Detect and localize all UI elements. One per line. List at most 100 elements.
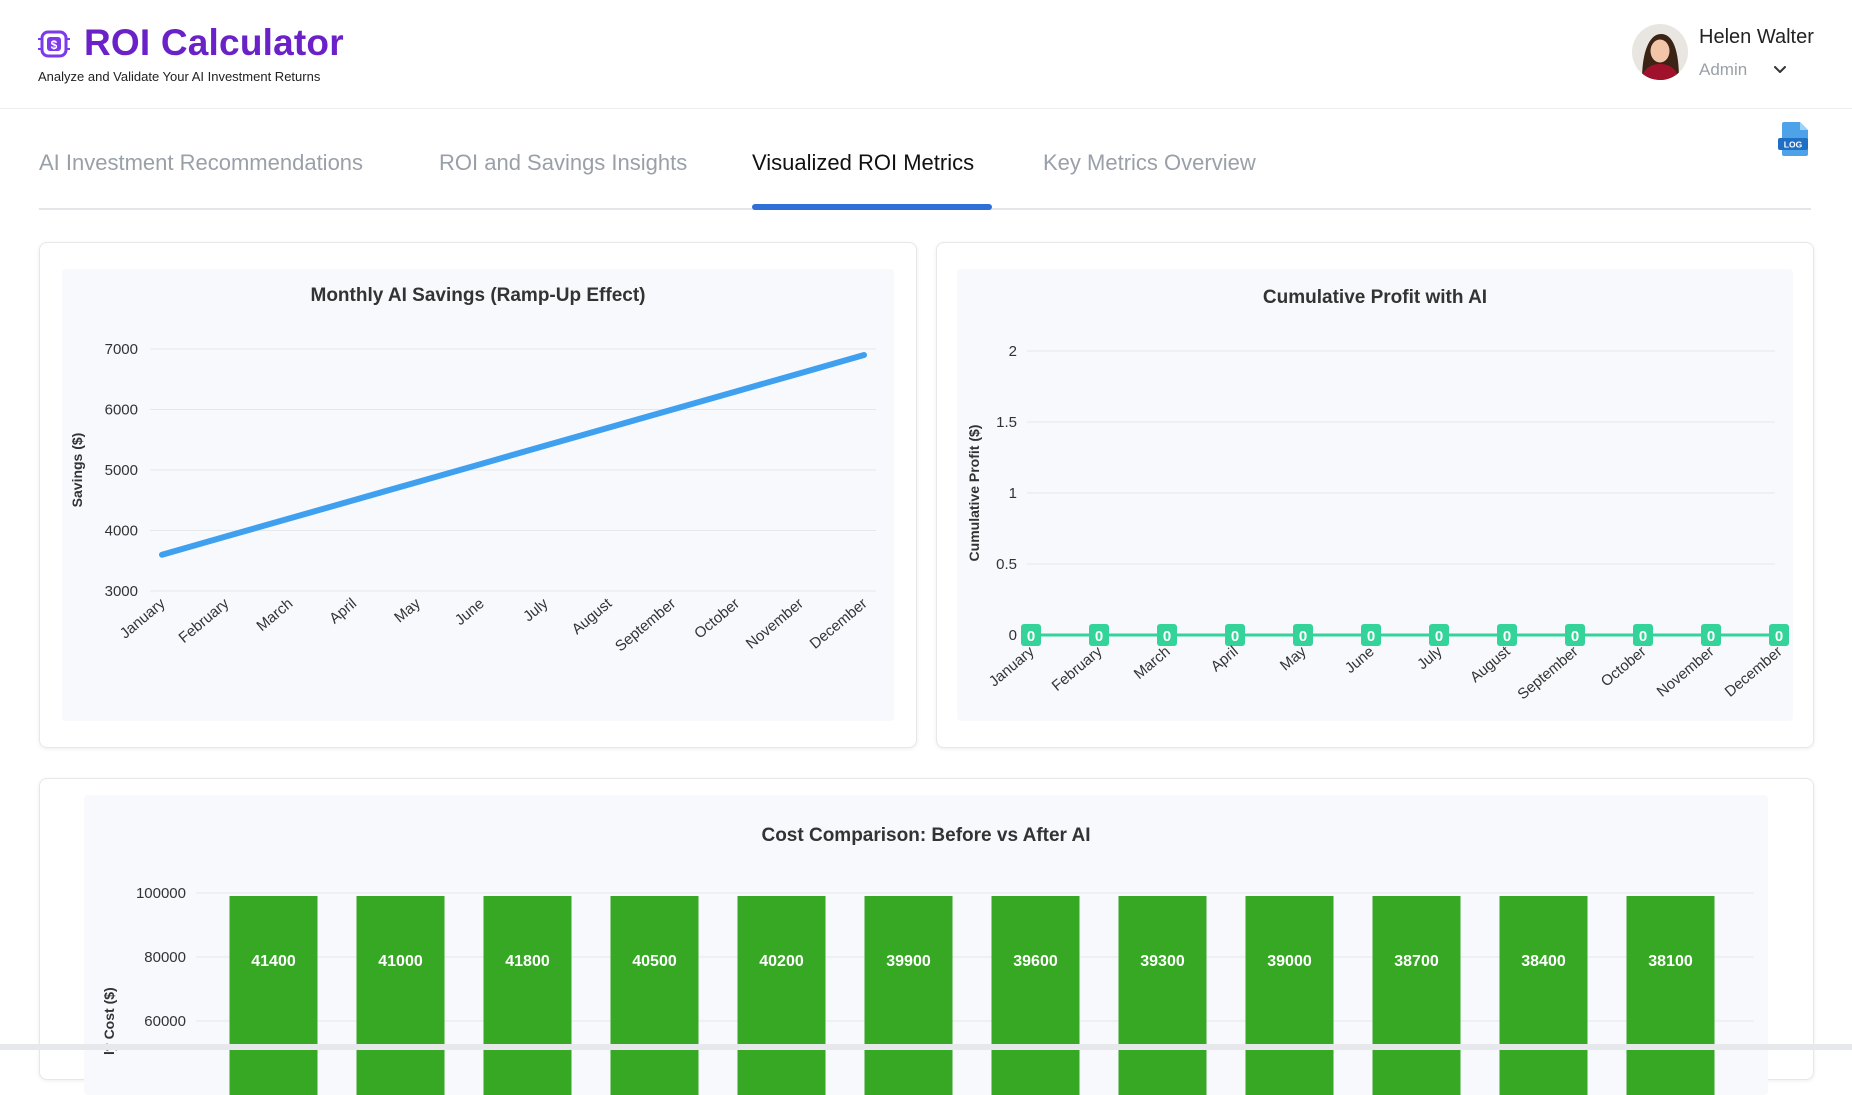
data-point	[733, 388, 739, 394]
cost-bar	[483, 896, 572, 1095]
bar-value-label: 38700	[1394, 953, 1439, 970]
cost-bar	[1626, 896, 1715, 1095]
data-point	[478, 461, 484, 467]
data-label-box	[1429, 624, 1449, 646]
cost-bar	[991, 896, 1080, 1095]
x-tick-label: January	[986, 643, 1038, 691]
chevron-down-icon[interactable]	[1772, 61, 1788, 77]
savings-chart-card: Monthly AI Savings (Ramp-Up Effect) 3000…	[39, 242, 917, 748]
data-label: 0	[1163, 628, 1171, 645]
x-tick-label: October	[691, 595, 743, 642]
x-tick-label: June	[1342, 643, 1378, 677]
profit-chart-panel: Cumulative Profit with AI 0 0.5 1 1.5 2 Cumul…	[957, 269, 1793, 721]
data-label: 0	[1027, 628, 1035, 645]
cost-bar	[229, 896, 318, 1095]
y-tick-label: 1.5	[996, 414, 1017, 431]
cost-bar	[356, 896, 445, 1095]
app-header: $ ROI Calculator Analyze and Validate Yo…	[0, 0, 1852, 109]
cost-bar	[1118, 896, 1207, 1095]
cost-bar	[864, 896, 953, 1095]
x-tick-label: December	[1722, 643, 1786, 701]
cost-bar	[1372, 896, 1461, 1095]
bar-value-label: 39000	[1267, 953, 1312, 970]
savings-line-chart: 3000 4000 5000 6000 7000 Savings ($) January Fe…	[69, 341, 876, 655]
bar-value-label: 40200	[759, 953, 804, 970]
data-label: 0	[1503, 628, 1511, 645]
bar-value-label: 39600	[1013, 953, 1058, 970]
tab-roi-and-savings-insights[interactable]: ROI and Savings Insights	[439, 150, 688, 175]
data-point	[670, 407, 676, 413]
x-tick-label: January	[117, 595, 169, 643]
cost-comparison-card: Cost Comparison: Before vs After AI 6000…	[39, 778, 1814, 1095]
data-label: 0	[1231, 628, 1239, 645]
data-label: 0	[1707, 628, 1715, 645]
user-role: Admin	[1699, 60, 1748, 79]
bar-value-label: 41000	[378, 953, 423, 970]
svg-text:$: $	[51, 38, 58, 52]
bar-value-label: 41800	[505, 953, 550, 970]
cost-bar	[737, 896, 826, 1095]
data-label-box	[1157, 624, 1177, 646]
x-tick-label: September	[612, 595, 679, 655]
tab-ai-investment-recommendations[interactable]: AI Investment Recommendations	[39, 150, 364, 175]
data-point	[350, 497, 356, 503]
cost-bar	[1245, 896, 1334, 1095]
x-tick-label: May	[391, 595, 424, 627]
y-tick-label: 60000	[144, 1013, 186, 1030]
bar-value-label: 40500	[632, 953, 677, 970]
x-tick-label: March	[253, 595, 296, 635]
x-tick-label: February	[1049, 643, 1106, 695]
profit-chart-card: Cumulative Profit with AI 0 0.5 1 1.5 2 Cumul…	[936, 242, 1814, 748]
y-tick-label: 0.5	[996, 556, 1017, 573]
data-label: 0	[1095, 628, 1103, 645]
x-tick-label: May	[1277, 643, 1310, 675]
y-tick-label: 0	[1009, 627, 1017, 644]
cost-bar	[1499, 896, 1588, 1095]
data-point	[606, 425, 612, 431]
window-bottom-edge	[0, 1044, 1852, 1050]
app-subtitle: Analyze and Validate Your AI Investment …	[38, 69, 321, 84]
data-point	[414, 479, 420, 485]
x-tick-label: December	[807, 595, 871, 653]
data-label-box	[1633, 624, 1653, 646]
tab-visualized-roi-metrics[interactable]: Visualized ROI Metrics	[752, 150, 975, 175]
data-label: 0	[1571, 628, 1579, 645]
y-tick-label: 80000	[144, 949, 186, 966]
data-label: 0	[1775, 628, 1783, 645]
x-tick-label: November	[743, 595, 807, 653]
x-tick-label: March	[1131, 643, 1174, 683]
y-tick-label: 3000	[105, 583, 138, 600]
x-tick-label: April	[326, 595, 360, 627]
y-tick-label: 6000	[105, 402, 138, 419]
data-point	[861, 352, 867, 358]
avatar[interactable]	[1632, 24, 1688, 80]
data-label-box	[1497, 624, 1517, 646]
y-tick-label: 1	[1009, 485, 1017, 502]
y-axis-label: Savings ($)	[69, 433, 85, 508]
app-title: ROI Calculator	[84, 22, 344, 63]
cost-chart-panel: Cost Comparison: Before vs After AI 6000…	[84, 795, 1768, 1095]
x-tick-label: April	[1208, 643, 1242, 675]
y-tick-label: 5000	[105, 462, 138, 479]
x-tick-label: February	[175, 595, 232, 647]
x-tick-label: November	[1654, 643, 1718, 701]
data-point	[287, 515, 293, 521]
cost-bar	[610, 896, 699, 1095]
savings-chart-panel: Monthly AI Savings (Ramp-Up Effect) 3000…	[62, 269, 894, 721]
x-tick-label: July	[520, 595, 552, 625]
dollar-chip-icon: $	[38, 30, 70, 58]
log-label: LOG	[1784, 140, 1803, 150]
savings-series-line	[159, 352, 867, 558]
profit-chart-title: Cumulative Profit with AI	[1262, 287, 1488, 308]
data-label-box	[1565, 624, 1585, 646]
x-tick-label: October	[1598, 643, 1650, 690]
cost-chart-title: Cost Comparison: Before vs After AI	[761, 825, 1091, 846]
tab-key-metrics-overview[interactable]: Key Metrics Overview	[1043, 150, 1256, 175]
tab-bar: AI Investment Recommendations ROI and Sa…	[39, 150, 1811, 210]
data-point	[223, 534, 229, 540]
y-tick-label: 2	[1009, 343, 1017, 360]
y-tick-label: 7000	[105, 341, 138, 358]
log-file-icon[interactable]: LOG	[1776, 120, 1812, 158]
x-tick-label: June	[452, 595, 488, 629]
